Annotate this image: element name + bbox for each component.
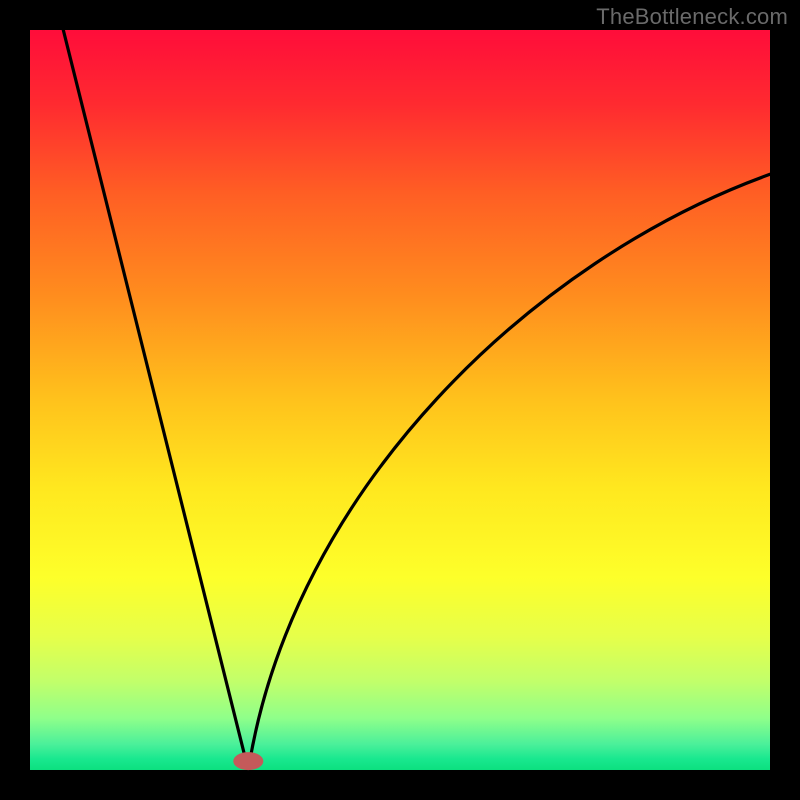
bottleneck-chart xyxy=(0,0,800,800)
plot-background xyxy=(30,30,770,770)
chart-container: TheBottleneck.com xyxy=(0,0,800,800)
watermark-text: TheBottleneck.com xyxy=(596,4,788,30)
minimum-marker xyxy=(233,752,263,770)
